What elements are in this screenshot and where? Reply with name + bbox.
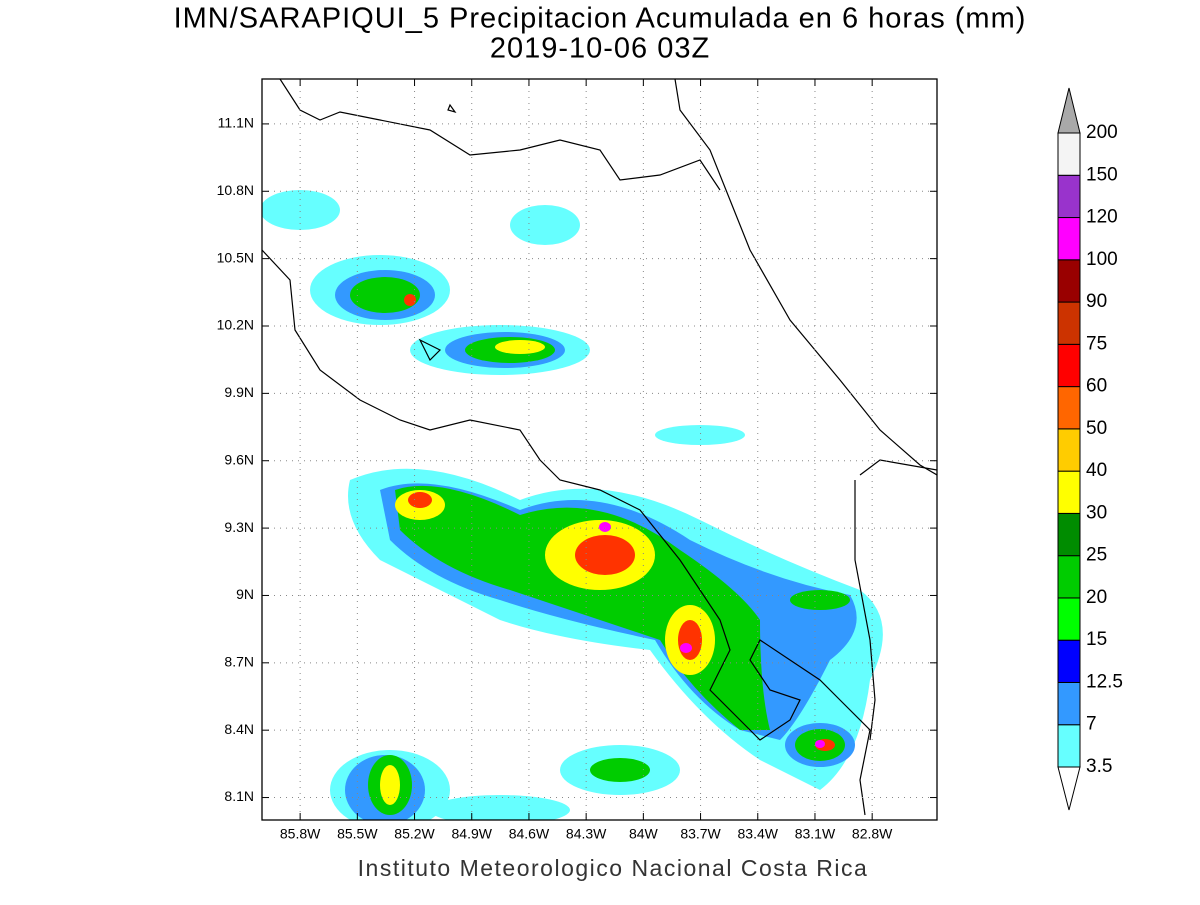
lon-tick-label: 85.8W (280, 826, 321, 842)
lon-tick-label: 83.7W (680, 826, 721, 842)
lat-tick-label: 11.1N (218, 115, 254, 131)
lon-tick-label: 85.2W (394, 826, 435, 842)
subtitle: 2019-10-06 03Z (490, 33, 710, 65)
colorbar-bin (1057, 681, 1081, 726)
title: IMN/SARAPIQUI_5 Precipitacion Acumulada … (174, 3, 1027, 35)
rain-magenta (599, 522, 825, 748)
colorbar-label: 20 (1086, 587, 1107, 608)
colorbar-label: 200 (1086, 122, 1118, 143)
colorbar-label: 40 (1086, 460, 1107, 481)
map-frame (261, 78, 938, 821)
colorbar-bin (1057, 217, 1081, 261)
colorbar-bin (1057, 132, 1081, 176)
colorbar-label: 90 (1086, 291, 1107, 312)
colorbar-bin (1057, 555, 1081, 599)
lat-tick-label: 8.4N (224, 721, 254, 737)
lat-tick-label: 10.5N (217, 249, 254, 265)
precip-field (262, 79, 937, 820)
lon-tick-label: 84.3W (566, 826, 607, 842)
colorbar-bin (1057, 301, 1081, 345)
colorbar-label: 50 (1086, 418, 1107, 439)
colorbar-label: 12.5 (1086, 671, 1123, 692)
colorbar-bin (1057, 343, 1081, 388)
colorbar-bin (1057, 512, 1081, 557)
colorbar-label: 3.5 (1086, 756, 1112, 777)
colorbar-label: 150 (1086, 164, 1118, 185)
colorbar-label: 25 (1086, 545, 1107, 566)
colorbar-label: 60 (1086, 376, 1107, 397)
colorbar-label: 75 (1086, 333, 1107, 354)
colorbar-bin (1057, 597, 1081, 641)
lon-tick-label: 83.1W (795, 826, 836, 842)
lat-tick-label: 9.6N (224, 451, 254, 467)
lon-tick-label: 82.8W (852, 826, 893, 842)
colorbar-bin (1057, 639, 1081, 683)
lat-tick-label: 10.2N (217, 317, 254, 333)
lat-tick-label: 9.9N (224, 384, 254, 400)
colorbar-bin (1057, 724, 1081, 768)
lon-tick-label: 84W (629, 826, 659, 842)
colorbar-bin (1057, 470, 1081, 514)
colorbar-label: 100 (1086, 249, 1118, 270)
colorbar-over-arrow (1057, 87, 1081, 134)
colorbar-bin (1057, 174, 1081, 219)
colorbar-under-arrow (1057, 766, 1081, 811)
lat-tick-label: 9N (236, 586, 254, 602)
lat-tick-label: 10.8N (217, 182, 254, 198)
colorbar-label: 15 (1086, 629, 1107, 650)
lat-tick-label: 8.7N (224, 654, 254, 670)
lon-tick-label: 83.4W (738, 826, 779, 842)
lat-tick-label: 8.1N (224, 788, 254, 804)
colorbar-label: 30 (1086, 502, 1107, 523)
colorbar-label: 7 (1086, 714, 1097, 735)
coastline (262, 79, 937, 816)
lon-tick-label: 85.5W (337, 826, 378, 842)
lon-tick-label: 84.6W (509, 826, 550, 842)
colorbar-bin (1057, 259, 1081, 303)
colorbar-bin (1057, 386, 1081, 430)
map-area (261, 78, 938, 821)
colorbar-label: 120 (1086, 207, 1118, 228)
colorbar-bin (1057, 428, 1081, 472)
lat-tick-label: 9.3N (224, 519, 254, 535)
lon-tick-label: 84.9W (452, 826, 493, 842)
footer: Instituto Meteorologico Nacional Costa R… (358, 855, 869, 881)
colorbar: 3.5 7 12.5 15 20 25 30 40 50 60 75 90 100 120 150 200 (1057, 87, 1123, 811)
